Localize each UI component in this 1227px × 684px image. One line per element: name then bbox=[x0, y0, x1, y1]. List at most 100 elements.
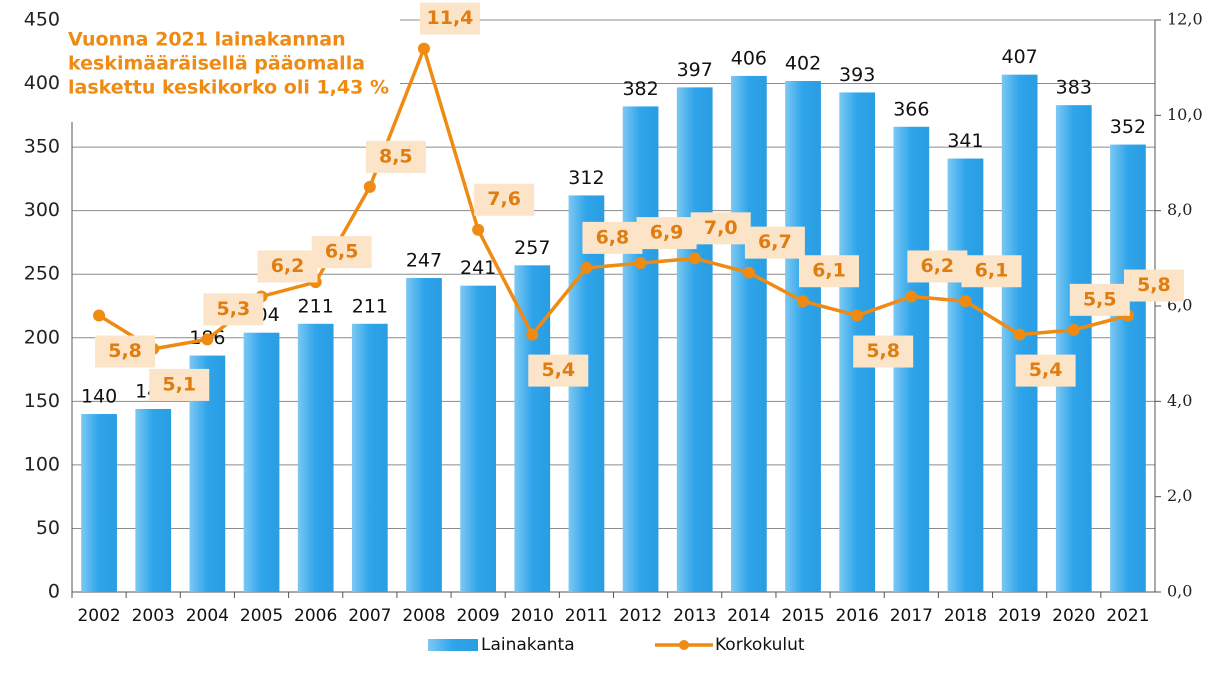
x-tick-label: 2012 bbox=[619, 606, 662, 626]
value-label-bg bbox=[582, 221, 643, 254]
bar-value-label: 241 bbox=[460, 257, 496, 279]
line-point bbox=[580, 261, 593, 274]
bar-value-label: 366 bbox=[893, 98, 929, 120]
y-tick-label: 50 bbox=[36, 517, 60, 539]
bar bbox=[460, 285, 496, 592]
bar bbox=[351, 323, 388, 592]
x-tick-label: 2016 bbox=[836, 606, 879, 626]
y2-tick-label: 4,0 bbox=[1167, 391, 1192, 410]
legend-label: Korkokulut bbox=[715, 635, 805, 655]
line-value-label: 6,2 bbox=[271, 255, 305, 277]
line-value-label: 5,4 bbox=[1029, 359, 1063, 381]
bar-value-label: 397 bbox=[677, 59, 713, 81]
bar bbox=[243, 332, 280, 592]
bar bbox=[406, 278, 442, 592]
y-tick-label: 450 bbox=[24, 9, 60, 31]
line-value-label: 7,0 bbox=[704, 217, 738, 239]
line-value-label: 6,2 bbox=[920, 255, 954, 277]
value-label-bg bbox=[419, 2, 480, 35]
value-label-bg bbox=[257, 250, 318, 283]
bar-value-label: 406 bbox=[731, 47, 767, 69]
bar bbox=[81, 414, 117, 592]
x-tick-label: 2015 bbox=[781, 606, 824, 626]
value-label-bg bbox=[95, 335, 156, 368]
value-label-bg bbox=[690, 212, 751, 245]
bar-value-label: 312 bbox=[568, 167, 604, 189]
y-tick-label: 200 bbox=[24, 326, 60, 348]
line-point bbox=[688, 252, 701, 265]
line-point bbox=[959, 295, 972, 308]
x-tick-label: 2002 bbox=[77, 606, 120, 626]
value-label-bg bbox=[528, 354, 589, 387]
value-label-bg bbox=[744, 226, 805, 259]
bar bbox=[622, 106, 659, 593]
line-value-label: 5,8 bbox=[1137, 274, 1171, 296]
x-tick-label: 2004 bbox=[186, 606, 229, 626]
line-point bbox=[201, 333, 214, 346]
value-label-bg bbox=[907, 250, 968, 283]
line-point bbox=[851, 309, 864, 322]
line-value-label: 7,6 bbox=[487, 188, 521, 210]
bar-value-label: 140 bbox=[81, 386, 117, 408]
bar-value-label: 341 bbox=[947, 130, 983, 152]
annotation: Vuonna 2021 lainakannan bbox=[68, 29, 346, 51]
annotation: keskimääräisellä pääomalla bbox=[68, 53, 365, 75]
value-label-bg bbox=[311, 236, 372, 269]
line-value-label: 6,1 bbox=[975, 260, 1009, 282]
line-value-label: 6,7 bbox=[758, 231, 792, 253]
y2-tick-label: 8,0 bbox=[1167, 200, 1192, 219]
x-tick-label: 2003 bbox=[132, 606, 175, 626]
bar-value-label: 352 bbox=[1110, 116, 1146, 138]
value-label-bg bbox=[1069, 283, 1130, 316]
x-tick-label: 2019 bbox=[998, 606, 1041, 626]
bar-value-label: 407 bbox=[1001, 46, 1037, 68]
legend-label: Lainakanta bbox=[481, 635, 575, 655]
line-value-label: 6,5 bbox=[325, 241, 359, 263]
line-point bbox=[472, 223, 485, 236]
line-point bbox=[93, 309, 106, 322]
x-tick-label: 2018 bbox=[944, 606, 987, 626]
line-point bbox=[526, 328, 539, 341]
legend-point bbox=[679, 640, 689, 650]
line-value-label: 5,3 bbox=[217, 298, 251, 320]
bar bbox=[947, 158, 984, 592]
line-point bbox=[1067, 323, 1080, 336]
value-label-bg bbox=[203, 293, 264, 326]
x-tick-label: 2013 bbox=[673, 606, 716, 626]
y-tick-label: 300 bbox=[24, 199, 60, 221]
bar-value-label: 402 bbox=[785, 53, 821, 75]
bar bbox=[1055, 105, 1092, 593]
value-label-bg bbox=[1123, 269, 1184, 302]
line-point bbox=[1013, 328, 1026, 341]
bar bbox=[568, 195, 605, 592]
line-value-label: 5,5 bbox=[1083, 288, 1117, 310]
bar bbox=[676, 87, 713, 592]
y-tick-label: 400 bbox=[24, 72, 60, 94]
y2-tick-label: 2,0 bbox=[1167, 486, 1192, 505]
bar bbox=[297, 323, 334, 592]
line-value-label: 5,8 bbox=[866, 340, 900, 362]
line-value-label: 6,1 bbox=[812, 260, 846, 282]
bar bbox=[785, 81, 821, 592]
line bbox=[98, 43, 1129, 351]
annotation-backdrop bbox=[60, 14, 400, 122]
x-tick-label: 2011 bbox=[565, 606, 608, 626]
y-tick-label: 350 bbox=[24, 136, 60, 158]
y-tick-label: 150 bbox=[24, 390, 60, 412]
y-tick-label: 0 bbox=[48, 581, 60, 603]
y2-tick-label: 0,0 bbox=[1167, 582, 1192, 601]
annotation: laskettu keskikorko oli 1,43 % bbox=[68, 77, 389, 99]
x-tick-label: 2009 bbox=[456, 606, 499, 626]
bar-value-label: 383 bbox=[1056, 77, 1092, 99]
line-point bbox=[742, 266, 755, 279]
value-label-bg bbox=[365, 140, 426, 173]
value-label-bg bbox=[474, 183, 535, 216]
bar bbox=[514, 265, 551, 592]
line-value-label: 5,4 bbox=[541, 359, 575, 381]
x-tick-label: 2007 bbox=[348, 606, 391, 626]
value-label-bg bbox=[799, 255, 860, 288]
bar bbox=[731, 75, 767, 592]
value-label-bg bbox=[149, 368, 210, 401]
x-tick-label: 2021 bbox=[1106, 606, 1149, 626]
